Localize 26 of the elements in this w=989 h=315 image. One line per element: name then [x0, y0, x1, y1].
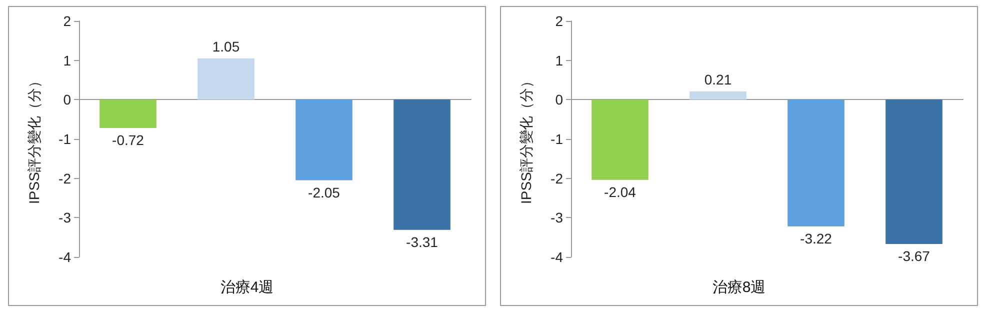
y-tick-label: -1: [58, 131, 72, 147]
x-axis-title: 治療4週: [220, 279, 274, 296]
data-label: -0.72: [112, 132, 144, 148]
y-tick-label: 1: [63, 52, 72, 68]
y-tick-label: -2: [550, 170, 564, 186]
y-tick-label: 2: [555, 13, 564, 29]
y-tick-label: -4: [550, 249, 564, 265]
y-tick-label: -3: [58, 210, 72, 226]
x-axis-title: 治療8週: [712, 279, 766, 296]
y-tick-label: -4: [58, 249, 72, 265]
y-axis-title: IPSS評分變化（分）: [26, 74, 42, 204]
y-tick-label: 0: [63, 92, 72, 108]
y-tick-label: -1: [550, 131, 564, 147]
data-label: 1.05: [212, 38, 240, 54]
data-label: -2.05: [308, 184, 340, 200]
data-label: -3.67: [898, 248, 930, 264]
y-tick-label: 1: [555, 52, 564, 68]
data-label: -2.04: [604, 184, 636, 200]
data-label: -3.31: [406, 234, 438, 250]
y-tick-label: 0: [555, 92, 564, 108]
y-tick-label: 2: [63, 13, 72, 29]
data-label: 0.21: [704, 71, 732, 88]
y-tick-label: -3: [550, 210, 564, 226]
data-label: -3.22: [800, 230, 832, 246]
y-axis-title: IPSS評分變化（分）: [518, 74, 534, 204]
y-tick-label: -2: [58, 170, 72, 186]
